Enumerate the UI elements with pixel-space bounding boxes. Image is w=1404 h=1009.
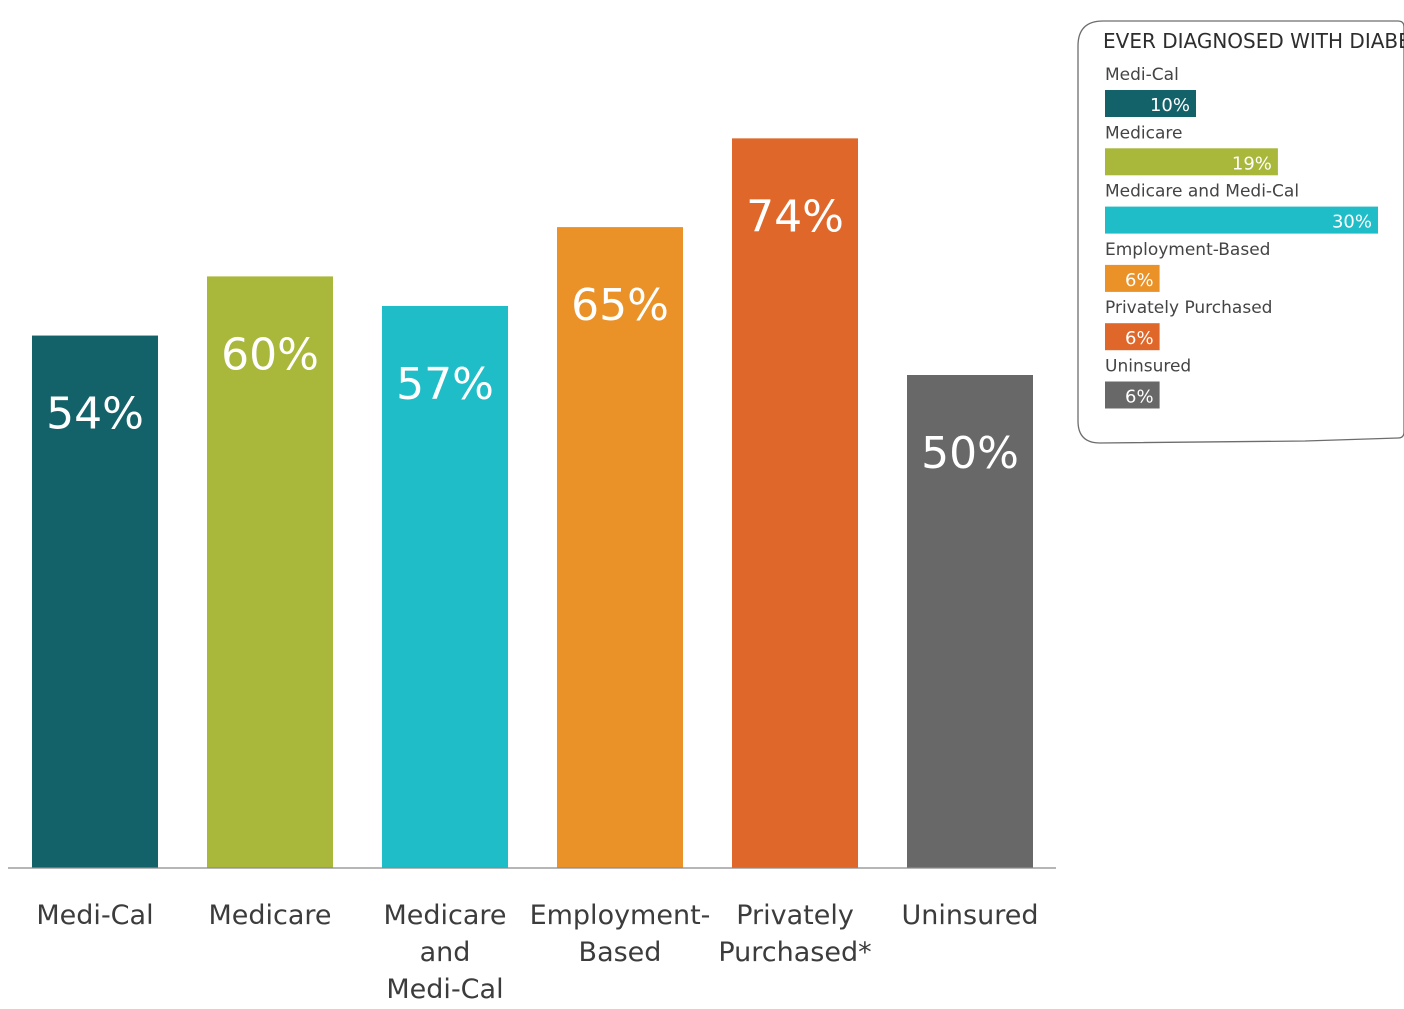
inset-value-label: 19% — [1232, 153, 1272, 174]
inset-category-label: Employment-Based — [1105, 240, 1270, 260]
inset-category-label: Medicare — [1105, 123, 1182, 143]
inset-title: EVER DIAGNOSED WITH DIABETES — [1103, 29, 1404, 53]
inset-value-label: 6% — [1125, 270, 1154, 291]
bar-4 — [557, 227, 683, 869]
bar-value-label: 57% — [396, 359, 494, 410]
category-label: Privately Purchased* — [718, 900, 871, 968]
bar-value-label: 50% — [921, 428, 1019, 479]
inset-category-label: Medicare and Medi-Cal — [1105, 182, 1299, 202]
bar-3 — [382, 305, 508, 869]
category-label-line: and — [420, 937, 471, 968]
inset-value-label: 30% — [1332, 212, 1372, 233]
category-label-line: Based — [579, 937, 662, 968]
inset-value-label: 6% — [1125, 387, 1154, 408]
inset-category-label: Medi-Cal — [1105, 65, 1179, 85]
category-label: Medi-Cal — [36, 900, 153, 931]
inset-bar-2 — [1105, 148, 1278, 176]
category-label-line: Medicare — [208, 900, 331, 931]
bar-5 — [732, 138, 858, 869]
category-label-line: Medi-Cal — [386, 974, 503, 1005]
inset-bar-1 — [1105, 90, 1196, 117]
bar-6 — [907, 375, 1033, 868]
category-label-line: Uninsured — [902, 900, 1039, 931]
category-label-line: Employment- — [530, 900, 711, 931]
category-label: Uninsured — [902, 900, 1039, 931]
bar-1 — [32, 335, 158, 868]
inset-bar-5 — [1105, 323, 1160, 351]
inset-category-label: Privately Purchased — [1105, 298, 1272, 318]
inset-diabetes-chart: EVER DIAGNOSED WITH DIABETES Medi-Cal 10% M… — [1077, 20, 1404, 444]
category-label-line: Purchased* — [718, 937, 871, 968]
inset-bar-4 — [1105, 264, 1160, 292]
bar-value-label: 74% — [746, 191, 844, 242]
category-label: Medicare — [208, 900, 331, 931]
bar-value-label: 60% — [221, 329, 319, 380]
category-label: Medicare and Medi-Cal — [383, 900, 506, 1005]
bar-2 — [207, 276, 333, 868]
category-label-line: Medi-Cal — [36, 900, 153, 931]
category-label-line: Medicare — [383, 900, 506, 931]
bar-value-label: 65% — [571, 280, 669, 331]
inset-category-label: Uninsured — [1105, 357, 1191, 377]
category-label-line: Privately — [736, 900, 854, 931]
inset-bar-6 — [1105, 381, 1160, 409]
category-label: Employment- Based — [530, 900, 711, 968]
bar-value-label: 54% — [46, 389, 144, 440]
inset-value-label: 6% — [1125, 328, 1154, 349]
inset-value-label: 10% — [1150, 95, 1190, 116]
inset-bar-3 — [1105, 206, 1378, 234]
